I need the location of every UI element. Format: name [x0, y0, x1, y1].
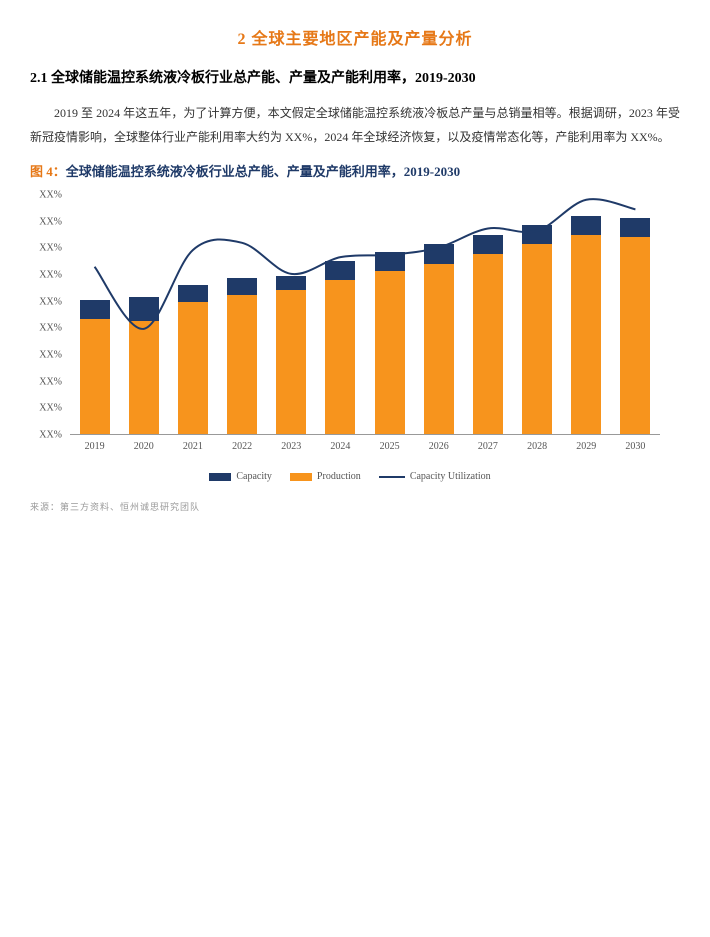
chart-plot-area — [70, 195, 660, 435]
chart-legend: Capacity Production Capacity Utilization — [30, 471, 670, 482]
bar-production — [129, 321, 159, 434]
legend-label-production: Production — [317, 471, 361, 482]
x-axis-label: 2022 — [232, 441, 252, 452]
section-title: 2 全球主要地区产能及产量分析 — [30, 25, 680, 49]
x-axis-label: 2027 — [478, 441, 498, 452]
legend-utilization: Capacity Utilization — [379, 471, 491, 482]
y-axis-label: XX% — [39, 216, 62, 227]
figure-number: 图 4： — [30, 164, 66, 179]
legend-swatch-capacity — [209, 473, 231, 481]
body-paragraph: 2019 至 2024 年这五年，为了计算方便，本文假定全球储能温控系统液冷板总… — [30, 101, 680, 149]
legend-swatch-production — [290, 473, 312, 481]
y-axis-label: XX% — [39, 323, 62, 334]
subsection-title: 2.1 全球储能温控系统液冷板行业总产能、产量及产能利用率，2019-2030 — [30, 67, 680, 87]
y-axis-label: XX% — [39, 269, 62, 280]
bar-production — [620, 237, 650, 434]
bar-production — [227, 295, 257, 434]
y-axis-label: XX% — [39, 296, 62, 307]
x-axis-label: 2030 — [625, 441, 645, 452]
legend-capacity: Capacity — [209, 471, 272, 482]
legend-line-utilization — [379, 476, 405, 478]
legend-label-capacity: Capacity — [236, 471, 272, 482]
y-axis: XX%XX%XX%XX%XX%XX%XX%XX%XX%XX% — [30, 195, 66, 435]
x-axis-label: 2023 — [281, 441, 301, 452]
y-axis-label: XX% — [39, 190, 62, 201]
bar-production — [80, 319, 110, 434]
figure-title: 图 4：全球储能温控系统液冷板行业总产能、产量及产能利用率，2019-2030 — [30, 161, 680, 180]
y-axis-label: XX% — [39, 349, 62, 360]
x-axis-label: 2028 — [527, 441, 547, 452]
source-text: 来源：第三方资料、恒州诚思研究团队 — [30, 500, 680, 513]
y-axis-label: XX% — [39, 430, 62, 441]
x-axis: 2019 2020 2021 2022 2023 2024 2025 2026 2027 2028… — [70, 438, 660, 452]
bar-production — [571, 235, 601, 434]
bar-production — [473, 254, 503, 434]
y-axis-label: XX% — [39, 403, 62, 414]
legend-label-utilization: Capacity Utilization — [410, 471, 491, 482]
x-axis-label: 2021 — [183, 441, 203, 452]
bar-production — [375, 271, 405, 434]
legend-production: Production — [290, 471, 361, 482]
x-axis-label: 2019 — [85, 441, 105, 452]
bar-production — [178, 302, 208, 434]
figure-name: 全球储能温控系统液冷板行业总产能、产量及产能利用率，2019-2030 — [66, 164, 460, 179]
x-axis-label: 2024 — [330, 441, 350, 452]
y-axis-label: XX% — [39, 376, 62, 387]
x-axis-label: 2020 — [134, 441, 154, 452]
chart-container: XX%XX%XX%XX%XX%XX%XX%XX%XX%XX% 201920202… — [30, 190, 670, 490]
x-axis-label: 2026 — [429, 441, 449, 452]
bars-area — [70, 195, 660, 434]
y-axis-label: XX% — [39, 243, 62, 254]
bar-production — [522, 244, 552, 434]
bar-production — [276, 290, 306, 434]
bar-production — [424, 264, 454, 434]
x-axis-label: 2029 — [576, 441, 596, 452]
x-axis-label: 2025 — [380, 441, 400, 452]
bar-production — [325, 280, 355, 434]
